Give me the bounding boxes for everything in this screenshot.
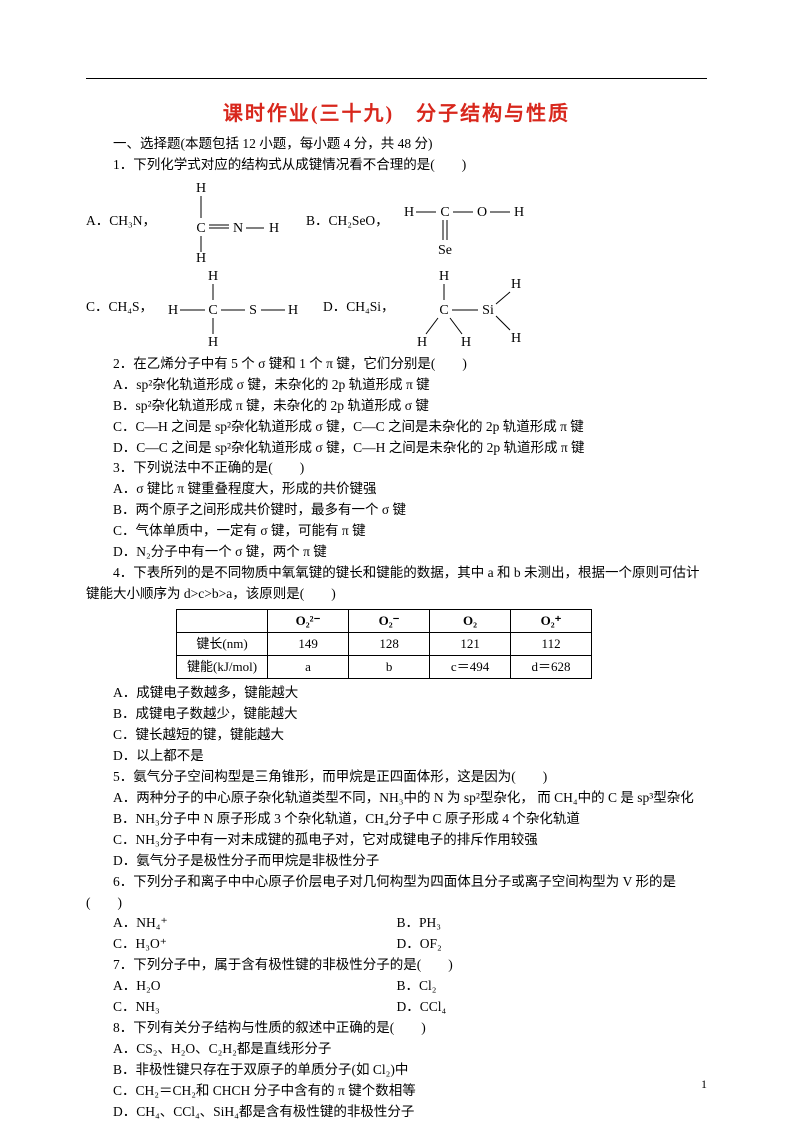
svg-text:H: H <box>461 335 471 348</box>
q7-D: D．CCl₄ <box>397 997 708 1018</box>
q1-B-label: B．CH₂SeO， <box>306 211 389 232</box>
page-title: 课时作业(三十九) 分子结构与性质 <box>86 97 707 126</box>
svg-text:H: H <box>196 182 206 196</box>
q5-C: C．NH₃分子中有一对未成键的孤电子对，它对成键电子的排斥作用较强 <box>86 830 707 851</box>
q4-r1c4: d＝628 <box>511 656 592 679</box>
q4-r0c3: 121 <box>430 633 511 656</box>
q3-D: D．N₂分子中有一个 σ 键，两个 π 键 <box>86 542 707 563</box>
page-number: 1 <box>701 1077 707 1092</box>
q4-r1c0: 键能(kJ/mol) <box>177 656 268 679</box>
q7-text: 7．下列分子中，属于含有极性键的非极性分子的是( ) <box>86 955 707 976</box>
q4-text: 4．下表所列的是不同物质中氧氧键的键长和键能的数据，其中 a 和 b 未测出，根… <box>86 563 707 605</box>
svg-text:H: H <box>288 303 298 318</box>
q2-C: C．C—H 之间是 sp²杂化轨道形成 σ 键，C—C 之间是未杂化的 2p 轨… <box>86 417 707 438</box>
q5-A: A．两种分子的中心原子杂化轨道类型不同，NH₃中的 N 为 sp²型杂化， 而 … <box>86 788 707 809</box>
q4-r0c0: 键长(nm) <box>177 633 268 656</box>
q4-r0c2: 128 <box>349 633 430 656</box>
svg-text:Se: Se <box>438 243 452 258</box>
q6-row2: C．H₃O⁺ D．OF₂ <box>86 934 707 955</box>
q7-C: C．NH₃ <box>86 997 397 1018</box>
svg-text:H: H <box>168 303 178 318</box>
q3-C: C．气体单质中，一定有 σ 键，可能有 π 键 <box>86 521 707 542</box>
svg-text:C: C <box>196 221 205 236</box>
q1-D-label: D．CH₄Si， <box>323 297 394 318</box>
q8-B: B．非极性键只存在于双原子的单质分子(如 Cl₂)中 <box>86 1060 707 1081</box>
q7-row1: A．H₂O B．Cl₂ <box>86 976 707 997</box>
svg-text:H: H <box>208 335 218 348</box>
svg-text:C: C <box>440 205 449 220</box>
svg-text:H: H <box>269 221 279 236</box>
q6-A: A．NH₄⁺ <box>86 913 397 934</box>
q3-text: 3．下列说法中不正确的是( ) <box>86 458 707 479</box>
svg-text:H: H <box>439 269 449 284</box>
q7-row2: C．NH₃ D．CCl₄ <box>86 997 707 1018</box>
q4-th3: O₂ <box>430 609 511 632</box>
q4-table: O₂²⁻ O₂⁻ O₂ O₂⁺ 键长(nm) 149 128 121 112 键… <box>176 609 592 679</box>
svg-text:H: H <box>196 251 206 262</box>
q6-C: C．H₃O⁺ <box>86 934 397 955</box>
q6-text: 6．下列分子和离子中中心原子价层电子对几何构型为四面体且分子或离子空间构型为 V… <box>86 872 707 914</box>
q8-A: A．CS₂、H₂O、C₂H₂都是直线形分子 <box>86 1039 707 1060</box>
q6-row1: A．NH₄⁺ B．PH₃ <box>86 913 707 934</box>
q1-C-structure: H H C S H H <box>163 268 313 348</box>
q4-th1: O₂²⁻ <box>268 609 349 632</box>
svg-text:C: C <box>208 303 217 318</box>
body: 一、选择题(本题包括 12 小题，每小题 4 分，共 48 分) 1．下列化学式… <box>86 134 707 1123</box>
q2-text: 2．在乙烯分子中有 5 个 σ 键和 1 个 π 键，它们分别是( ) <box>86 354 707 375</box>
q5-B: B．NH₃分子中 N 原子形成 3 个杂化轨道，CH₄分子中 C 原子形成 4 … <box>86 809 707 830</box>
q8-text: 8．下列有关分子结构与性质的叙述中正确的是( ) <box>86 1018 707 1039</box>
q4-C: C．键长越短的键，键能越大 <box>86 725 707 746</box>
q6-D: D．OF₂ <box>397 934 708 955</box>
q7-A: A．H₂O <box>86 976 397 997</box>
q1-C-label: C．CH₄S， <box>86 297 153 318</box>
svg-text:C: C <box>440 303 449 318</box>
q6-B: B．PH₃ <box>397 913 708 934</box>
q5-text: 5．氨气分子空间构型是三角锥形，而甲烷是正四面体形，这是因为( ) <box>86 767 707 788</box>
q1-A-structure: H C N H H <box>166 182 296 262</box>
q4-th4: O₂⁺ <box>511 609 592 632</box>
q1-D-structure: H C Si H H H H <box>404 268 554 348</box>
q1-A-label: A．CH₃N， <box>86 211 156 232</box>
svg-text:S: S <box>249 303 257 318</box>
q1-text: 1．下列化学式对应的结构式从成键情况看不合理的是( ) <box>86 155 707 176</box>
section-header: 一、选择题(本题包括 12 小题，每小题 4 分，共 48 分) <box>86 134 707 155</box>
svg-text:H: H <box>404 205 414 220</box>
q4-r1c1: a <box>268 656 349 679</box>
q5-D: D．氨气分子是极性分子而甲烷是非极性分子 <box>86 851 707 872</box>
q4-r1c3: c＝494 <box>430 656 511 679</box>
q4-r1c2: b <box>349 656 430 679</box>
svg-text:N: N <box>233 221 243 236</box>
q4-th0 <box>177 609 268 632</box>
q1-row-ab: A．CH₃N， H C N H H B．CH₂SeO， H <box>86 182 707 262</box>
q3-A: A．σ 键比 π 键重叠程度大，形成的共价键强 <box>86 479 707 500</box>
svg-text:O: O <box>477 205 487 220</box>
q4-B: B．成键电子数越少，键能越大 <box>86 704 707 725</box>
svg-text:H: H <box>417 335 427 348</box>
q7-B: B．Cl₂ <box>397 976 708 997</box>
q4-r0c4: 112 <box>511 633 592 656</box>
svg-text:H: H <box>208 269 218 284</box>
svg-text:H: H <box>511 277 521 292</box>
q4-r0c1: 149 <box>268 633 349 656</box>
svg-text:Si: Si <box>483 303 495 318</box>
q2-A: A．sp²杂化轨道形成 σ 键，未杂化的 2p 轨道形成 π 键 <box>86 375 707 396</box>
q1-B-structure: H C O H Se <box>399 182 559 262</box>
q8-C: C．CH₂＝CH₂和 CHCH 分子中含有的 π 键个数相等 <box>86 1081 707 1102</box>
q3-B: B．两个原子之间形成共价键时，最多有一个 σ 键 <box>86 500 707 521</box>
q1-row-cd: C．CH₄S， H H C S H H D．CH₄Si， <box>86 268 707 348</box>
svg-text:H: H <box>514 205 524 220</box>
q8-D: D．CH₄、CCl₄、SiH₄都是含有极性键的非极性分子 <box>86 1102 707 1123</box>
q2-D: D．C—C 之间是 sp²杂化轨道形成 σ 键，C—H 之间是未杂化的 2p 轨… <box>86 438 707 459</box>
q4-th2: O₂⁻ <box>349 609 430 632</box>
svg-text:H: H <box>511 331 521 346</box>
q4-D: D．以上都不是 <box>86 746 707 767</box>
q2-B: B．sp²杂化轨道形成 π 键，未杂化的 2p 轨道形成 σ 键 <box>86 396 707 417</box>
q4-A: A．成键电子数越多，键能越大 <box>86 683 707 704</box>
